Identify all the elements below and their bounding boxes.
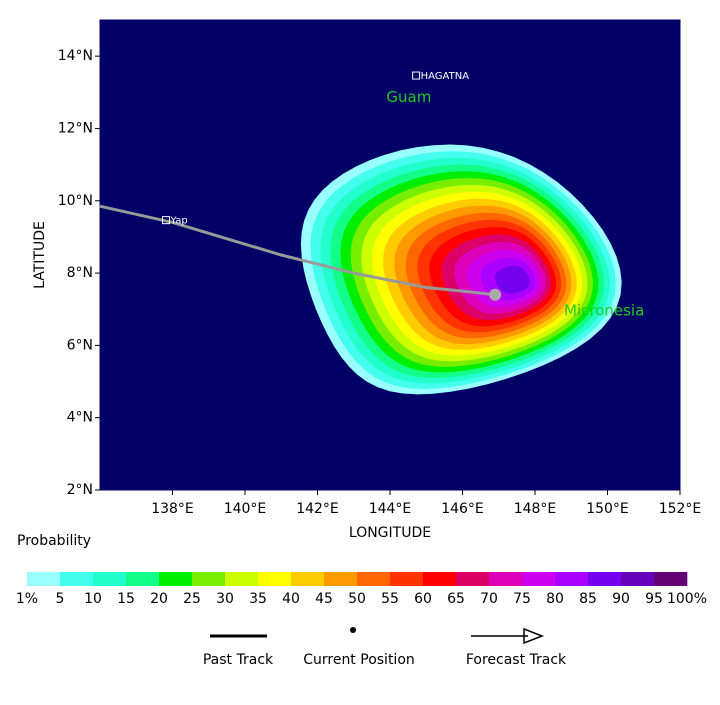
- place-label: Guam: [386, 88, 431, 106]
- colorbar-label: 45: [315, 591, 333, 607]
- current-position-symbol: [350, 627, 356, 633]
- colorbar-swatch: [357, 572, 391, 586]
- current-position: [489, 288, 502, 301]
- colorbar-swatch: [654, 572, 688, 586]
- colorbar-swatch: [621, 572, 655, 586]
- x-tick-label: 152°E: [659, 501, 702, 517]
- x-tick-label: 150°E: [586, 501, 629, 517]
- place-label: Micronesia: [564, 302, 644, 320]
- colorbar-swatch: [291, 572, 325, 586]
- colorbar-swatch: [60, 572, 94, 586]
- colorbar-label: 90: [612, 591, 630, 607]
- colorbar-label: 10: [84, 591, 102, 607]
- y-tick-label: 4°N: [67, 410, 93, 426]
- colorbar-label: 1%: [16, 591, 38, 607]
- y-tick-label: 14°N: [58, 48, 93, 64]
- legend-label: Forecast Track: [466, 652, 567, 668]
- x-tick-label: 148°E: [514, 501, 557, 517]
- colorbar-swatch: [93, 572, 127, 586]
- place-label: Yap: [170, 216, 188, 227]
- colorbar-label: 60: [414, 591, 432, 607]
- colorbar-label: 75: [513, 591, 531, 607]
- colorbar-swatch: [324, 572, 358, 586]
- x-tick-label: 146°E: [441, 501, 484, 517]
- colorbar-label: 65: [447, 591, 465, 607]
- colorbar-label: 50: [348, 591, 366, 607]
- y-tick-label: 10°N: [58, 193, 93, 209]
- colorbar-swatch: [489, 572, 523, 586]
- colorbar-swatch: [192, 572, 226, 586]
- colorbar-swatch: [126, 572, 160, 586]
- place-marker: [412, 71, 421, 80]
- colorbar-swatch: [27, 572, 61, 586]
- y-axis-label: LATITUDE: [32, 221, 48, 289]
- y-tick-label: 2°N: [67, 482, 93, 498]
- x-axis-label: LONGITUDE: [349, 525, 431, 541]
- colorbar-label: 85: [579, 591, 597, 607]
- forecast-arrow: [523, 627, 545, 645]
- colorbar-label: 5: [56, 591, 65, 607]
- x-tick-label: 142°E: [296, 501, 339, 517]
- colorbar-swatch: [423, 572, 457, 586]
- y-tick-label: 6°N: [67, 337, 93, 353]
- past-track: [99, 204, 496, 297]
- legend-label: Past Track: [203, 652, 274, 668]
- colorbar-title: Probability: [17, 533, 91, 549]
- colorbar-label: 80: [546, 591, 564, 607]
- colorbar-swatch: [456, 572, 490, 586]
- colorbar-swatch: [225, 572, 259, 586]
- y-tick-label: 12°N: [58, 120, 93, 136]
- x-tick-label: 144°E: [369, 501, 412, 517]
- legend-label: Current Position: [303, 652, 415, 668]
- colorbar-swatch: [555, 572, 589, 586]
- colorbar-label: 35: [249, 591, 267, 607]
- y-tick-label: 8°N: [67, 265, 93, 281]
- x-tick-label: 138°E: [151, 501, 194, 517]
- colorbar-swatch: [390, 572, 424, 586]
- x-tick-label: 140°E: [224, 501, 267, 517]
- probability-contour: [494, 265, 530, 294]
- place-marker: [162, 216, 170, 225]
- colorbar-label: 25: [183, 591, 201, 607]
- colorbar-label: 55: [381, 591, 399, 607]
- probability-field: [300, 144, 622, 395]
- colorbar-label: 100%: [667, 591, 707, 607]
- colorbar-swatch: [522, 572, 556, 586]
- colorbar-label: 20: [150, 591, 168, 607]
- place-label: HAGATNA: [421, 71, 470, 82]
- colorbar-swatch: [258, 572, 292, 586]
- colorbar-label: 70: [480, 591, 498, 607]
- colorbar-label: 40: [282, 591, 300, 607]
- colorbar-label: 95: [645, 591, 663, 607]
- colorbar-label: 15: [117, 591, 135, 607]
- colorbar-swatch: [588, 572, 622, 586]
- colorbar-label: 30: [216, 591, 234, 607]
- colorbar-swatch: [159, 572, 193, 586]
